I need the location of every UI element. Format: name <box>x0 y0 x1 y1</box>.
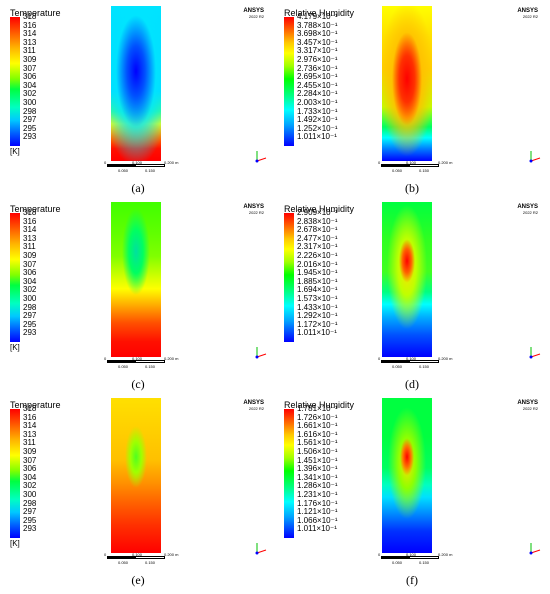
colorbar-ticks: 4.179×10⁻¹ 3.788×10⁻¹ 3.698×10⁻¹ 3.457×10⁻¹… <box>297 12 338 142</box>
legend-title: Relative Humidity <box>284 204 355 214</box>
panel-label: (c) <box>131 377 145 391</box>
scale-tick: 0 <box>104 356 107 361</box>
scale-tick: 0.150 <box>145 364 156 369</box>
panel-label: (a) <box>131 181 145 195</box>
unit-label: [K] <box>10 539 20 548</box>
colorbar <box>10 409 20 538</box>
colorbar <box>284 17 294 146</box>
panel-d: Relative Humidity 2.909×10⁻¹ 2.838×10⁻¹ 2.… <box>278 200 546 369</box>
scale-tick: 0.100 <box>132 160 143 165</box>
scale-tick: 0.150 <box>145 560 156 565</box>
scale-tick: 0.050 <box>118 560 129 565</box>
colorbar-ticks: 1.781×10⁻¹ 1.726×10⁻¹ 1.661×10⁻¹ 1.616×10⁻¹… <box>297 404 338 534</box>
colorbar <box>10 213 20 342</box>
scale-tick: 0.100 <box>132 552 143 557</box>
panel-label: (d) <box>405 377 419 391</box>
colorbar-ticks: 318 316 314 313 311 309 307 306 304 302 300 298 297 2… <box>23 404 37 534</box>
legend-title: Temperature <box>10 8 61 18</box>
scale-bar <box>381 164 439 167</box>
contour-field <box>111 6 161 161</box>
scale-tick: 0.050 <box>392 364 403 369</box>
contour-field <box>382 6 432 161</box>
scale-tick: 0.050 <box>118 364 129 369</box>
ansys-logo: ANSYS 2022 R2 <box>243 400 264 411</box>
contour-field <box>382 398 432 553</box>
scale-tick: 0.100 <box>406 356 417 361</box>
ansys-logo: ANSYS 2022 R2 <box>517 204 538 215</box>
unit-label: [K] <box>10 147 20 156</box>
scale-tick: 0.200 m <box>164 356 179 361</box>
scale-bar <box>381 360 439 363</box>
scale-bar <box>107 360 165 363</box>
scale-tick: 0.200 m <box>438 356 453 361</box>
axes-triad-icon <box>529 151 541 163</box>
panel-label: (b) <box>405 181 419 195</box>
legend-title: Temperature <box>10 400 61 410</box>
scale-tick: 0.200 m <box>164 160 179 165</box>
scale-tick: 0.100 <box>132 356 143 361</box>
panel-e: Temperature 318 316 314 313 311 309 307 306 304 3… <box>4 396 272 565</box>
ansys-logo: ANSYS 2022 R2 <box>243 204 264 215</box>
scale-bar <box>107 556 165 559</box>
scale-tick: 0.200 m <box>438 160 453 165</box>
axes-triad-icon <box>255 151 267 163</box>
scale-tick: 0 <box>104 160 107 165</box>
legend-title: Temperature <box>10 204 61 214</box>
ansys-logo: ANSYS 2022 R2 <box>517 400 538 411</box>
scale-tick: 0.150 <box>145 168 156 173</box>
scale-bar <box>381 556 439 559</box>
scale-tick: 0 <box>378 356 381 361</box>
scale-tick: 0 <box>104 552 107 557</box>
scale-tick: 0.150 <box>419 364 430 369</box>
axes-triad-icon <box>529 543 541 555</box>
legend-title: Relative Humidity <box>284 400 355 410</box>
colorbar <box>10 17 20 146</box>
scale-tick: 0.100 <box>406 552 417 557</box>
contour-field <box>111 202 161 357</box>
panel-b: Relative Humidity 4.179×10⁻¹ 3.788×10⁻¹ 3.… <box>278 4 546 173</box>
scale-tick: 0.200 m <box>164 552 179 557</box>
unit-label: [K] <box>10 343 20 352</box>
contour-field <box>382 202 432 357</box>
scale-tick: 0 <box>378 160 381 165</box>
scale-tick: 0.200 m <box>438 552 453 557</box>
panel-c: Temperature 318 316 314 313 311 309 307 306 304 3… <box>4 200 272 369</box>
colorbar <box>284 213 294 342</box>
scale-tick: 0 <box>378 552 381 557</box>
axes-triad-icon <box>255 347 267 359</box>
panel-a: Temperature 318 316 314 313 311 309 307 306 304 3… <box>4 4 272 173</box>
axes-triad-icon <box>255 543 267 555</box>
panel-label: (e) <box>131 573 145 587</box>
ansys-logo: ANSYS 2022 R2 <box>517 8 538 19</box>
scale-tick: 0.150 <box>419 168 430 173</box>
colorbar <box>284 409 294 538</box>
scale-tick: 0.100 <box>406 160 417 165</box>
scale-bar <box>107 164 165 167</box>
colorbar-ticks: 318 316 314 313 311 309 307 306 304 302 300 298 297 2… <box>23 12 37 142</box>
scale-tick: 0.050 <box>392 560 403 565</box>
panel-f: Relative Humidity 1.781×10⁻¹ 1.726×10⁻¹ 1.… <box>278 396 546 565</box>
scale-tick: 0.050 <box>392 168 403 173</box>
scale-tick: 0.050 <box>118 168 129 173</box>
scale-tick: 0.150 <box>419 560 430 565</box>
panel-label: (f) <box>406 573 418 587</box>
axes-triad-icon <box>529 347 541 359</box>
colorbar-ticks: 318 316 314 313 311 309 307 306 304 302 300 298 297 2… <box>23 208 37 338</box>
legend-title: Relative Humidity <box>284 8 355 18</box>
ansys-logo: ANSYS 2022 R2 <box>243 8 264 19</box>
colorbar-ticks: 2.909×10⁻¹ 2.838×10⁻¹ 2.678×10⁻¹ 2.477×10⁻¹… <box>297 208 338 338</box>
contour-field <box>111 398 161 553</box>
